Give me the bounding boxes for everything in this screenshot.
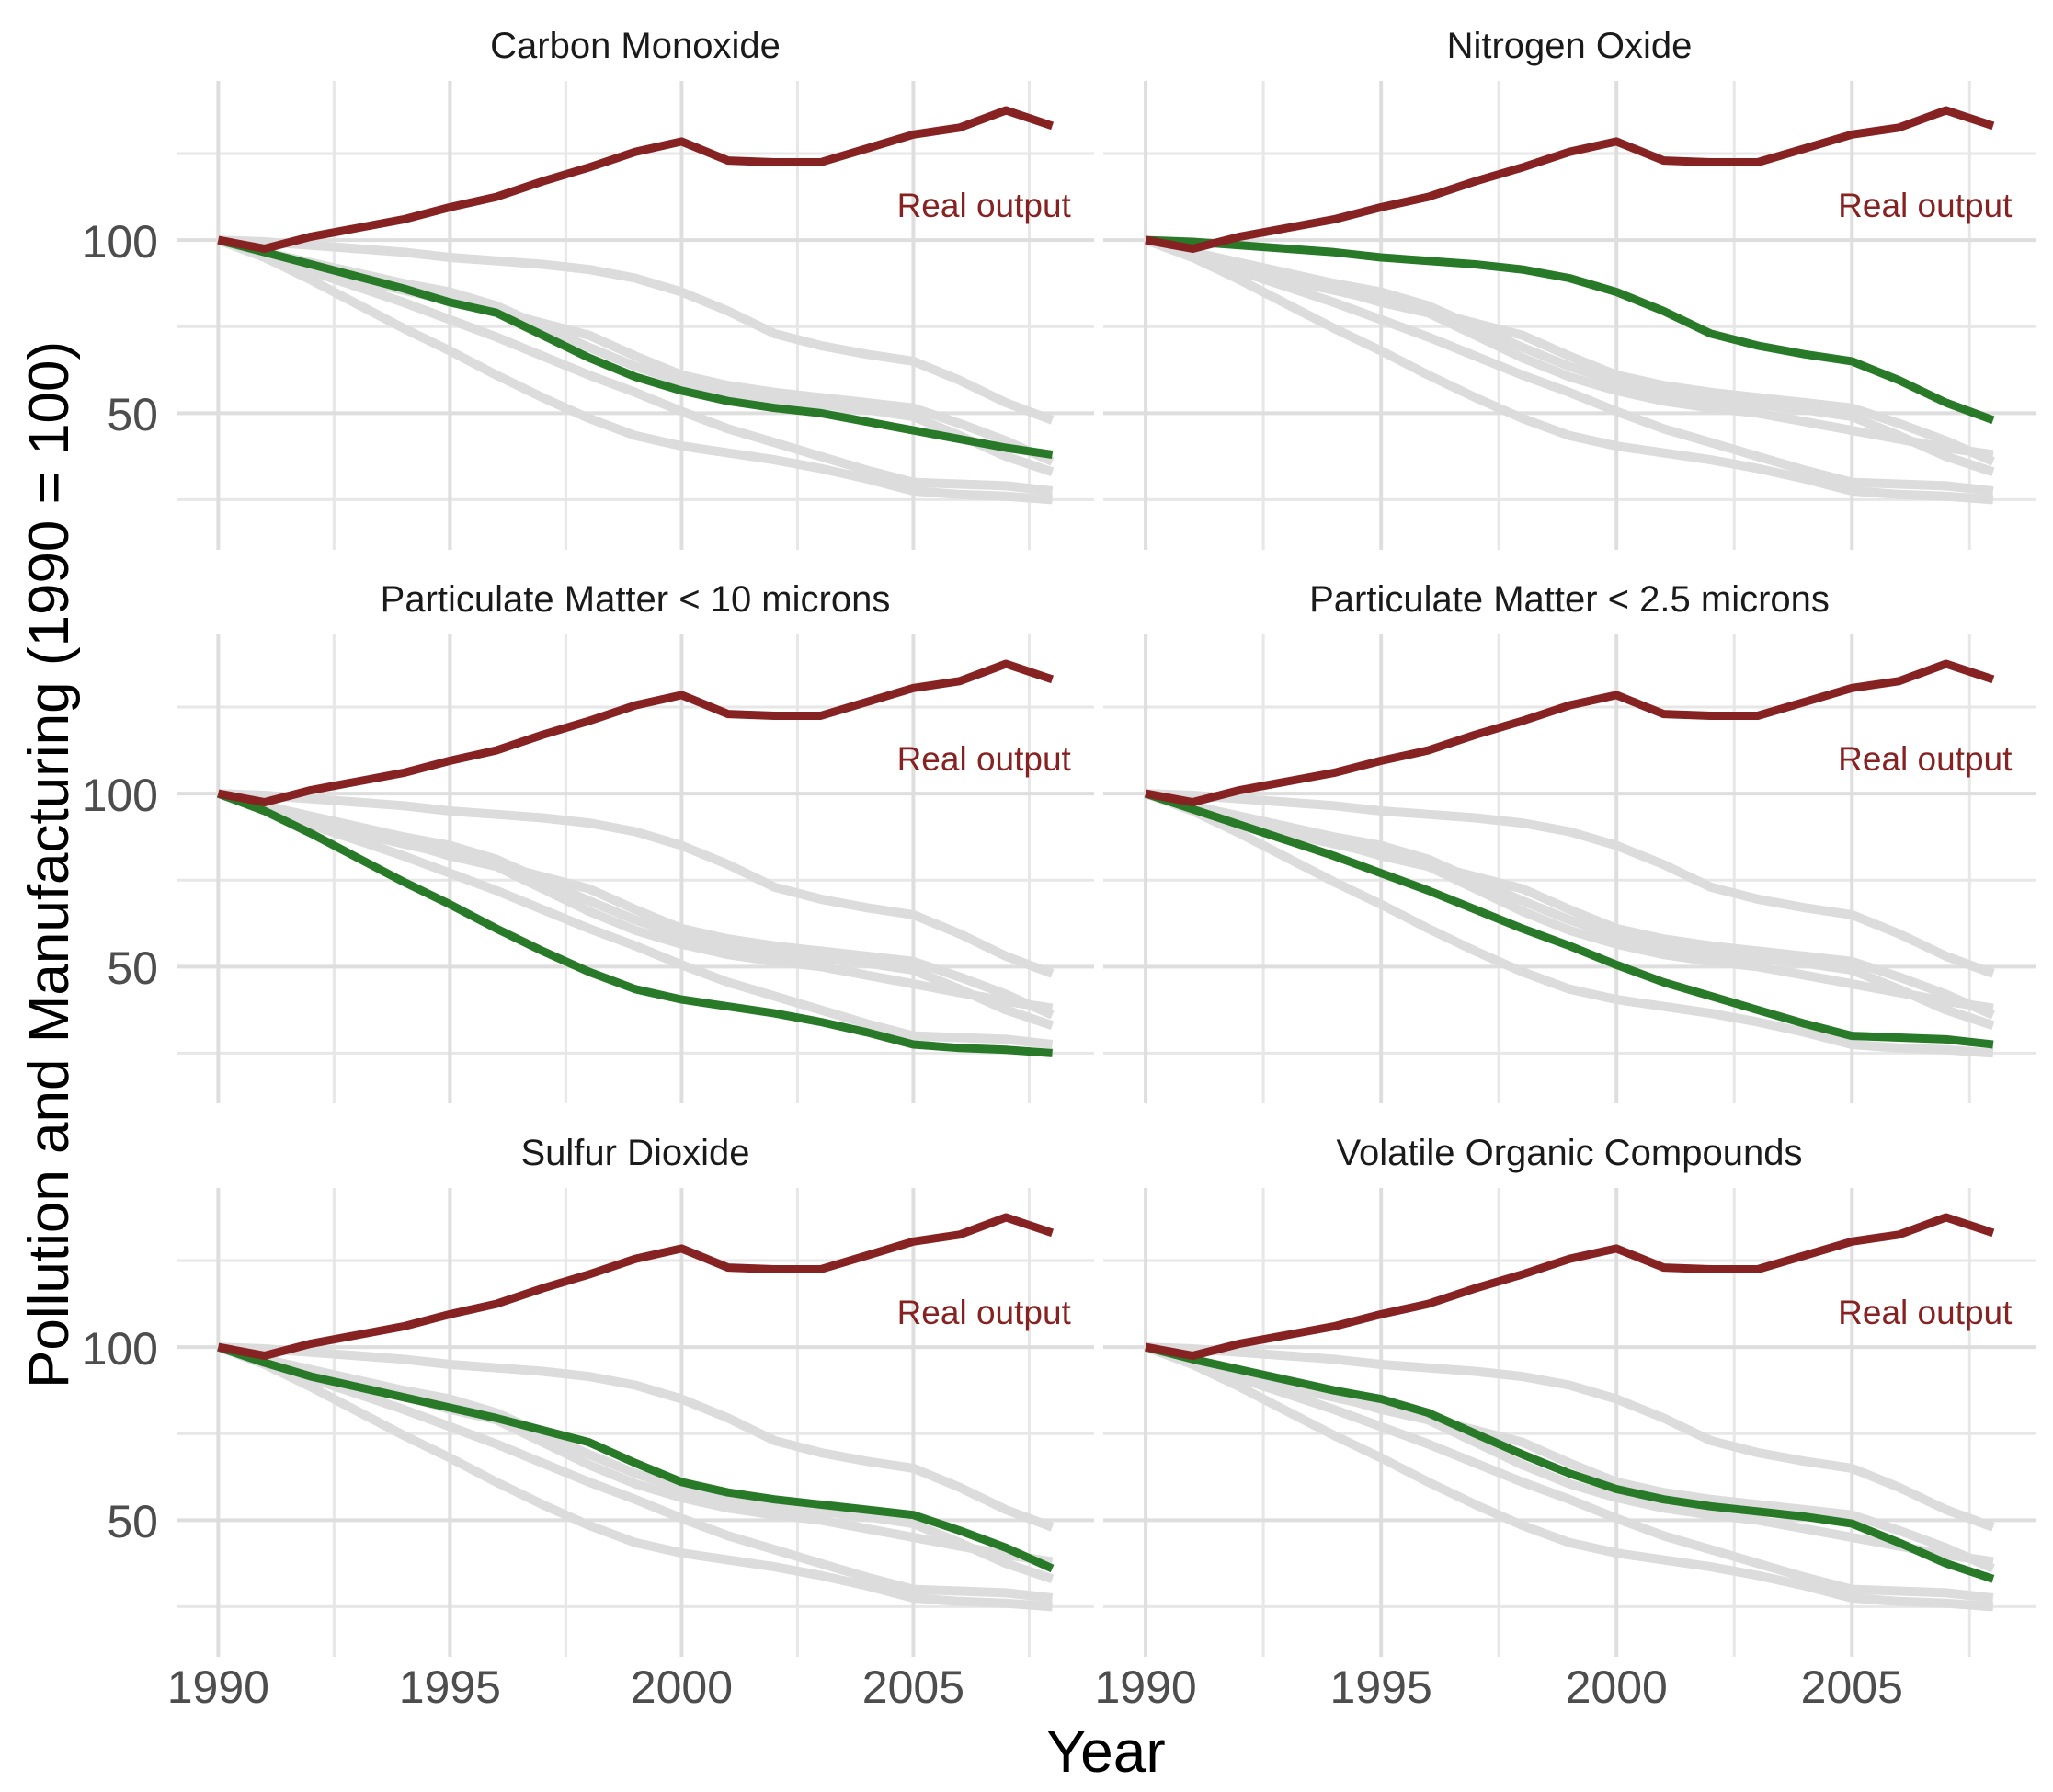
line-highlight-co (217, 235, 1054, 459)
line-other-co (1144, 235, 1994, 460)
x-tick-label: 1995 (398, 1661, 501, 1713)
x-tick-label: 2005 (1800, 1661, 1903, 1713)
line-other-pm25 (1144, 1342, 1994, 1603)
x-axis-label: Year (1046, 1718, 1166, 1785)
line-other-pm10 (216, 235, 1053, 505)
line-other-pm25 (1144, 235, 1994, 496)
y-tick-label: 50 (107, 942, 158, 995)
y-tick-label: 100 (81, 1323, 158, 1375)
facet-nox: Nitrogen Oxide Real output (1103, 26, 2036, 550)
facet-panel-svg (1103, 634, 2036, 1103)
facet-title: Particulate Matter < 10 microns (380, 579, 891, 620)
facet-panel-svg (177, 634, 1094, 1103)
line-other-pm10 (1144, 789, 1994, 1058)
real-output-label: Real output (1838, 740, 2013, 779)
line-real-output (217, 106, 1055, 253)
line-other-co (217, 789, 1054, 1013)
line-highlight-so2 (216, 1342, 1055, 1573)
facet-panel-svg (177, 81, 1094, 550)
y-tick-label: 50 (107, 1496, 158, 1548)
facet-so2: Sulfur Dioxide Real output (177, 1133, 1094, 1657)
x-tick-label: 2000 (1565, 1661, 1668, 1713)
line-other-pm25 (216, 235, 1054, 496)
facet-title: Particulate Matter < 2.5 microns (1309, 579, 1830, 620)
line-other-nox (218, 789, 1055, 978)
line-other-pm10 (216, 1342, 1053, 1612)
line-real-output (1145, 1213, 1995, 1360)
facet-panel-svg (1103, 81, 2036, 550)
facet-title: Carbon Monoxide (490, 26, 781, 66)
line-other-pm25 (216, 789, 1054, 1049)
facet-voc: Volatile Organic Compounds Real output (1103, 1133, 2036, 1657)
line-other-pm10 (1144, 1342, 1994, 1612)
line-highlight-voc (1144, 1342, 1995, 1583)
x-tick-label: 1990 (166, 1661, 269, 1713)
y-tick-label: 50 (107, 389, 158, 441)
line-other-nox (1145, 789, 1995, 978)
facet-title: Volatile Organic Compounds (1336, 1133, 1803, 1173)
line-other-nox (218, 235, 1055, 425)
line-other-pm25 (216, 1342, 1054, 1603)
facet-panel-svg (1103, 1188, 2036, 1657)
line-real-output (1145, 659, 1995, 806)
y-tick-label: 100 (81, 770, 158, 822)
line-highlight-nox (1145, 235, 1995, 425)
line-other-nox (218, 1342, 1055, 1532)
facet-pm10: Particulate Matter < 10 microns Real outp… (177, 579, 1094, 1103)
facet-pm25: Particulate Matter < 2.5 microns Real out… (1103, 579, 2036, 1103)
y-tick-label: 100 (81, 216, 158, 268)
x-tick-label: 1995 (1329, 1661, 1432, 1713)
line-highlight-pm10 (216, 789, 1053, 1057)
line-real-output (1145, 106, 1995, 253)
line-other-pm10 (1144, 235, 1994, 505)
line-highlight-pm25 (1144, 789, 1994, 1049)
facet-title: Nitrogen Oxide (1446, 26, 1693, 66)
x-tick-label: 2000 (630, 1661, 733, 1713)
real-output-label: Real output (896, 740, 1071, 779)
x-tick-label: 2005 (861, 1661, 965, 1713)
real-output-label: Real output (896, 1294, 1071, 1332)
line-other-nox (1145, 1342, 1995, 1532)
facet-title: Sulfur Dioxide (520, 1133, 750, 1173)
real-output-label: Real output (896, 187, 1071, 225)
real-output-label: Real output (1838, 187, 2013, 225)
facet-co: Carbon Monoxide Real output (177, 26, 1094, 550)
real-output-label: Real output (1838, 1294, 2013, 1332)
line-real-output (217, 659, 1055, 806)
line-real-output (217, 1213, 1055, 1360)
x-tick-label: 1990 (1094, 1661, 1197, 1713)
facet-panel-svg (177, 1188, 1094, 1657)
line-other-co (1144, 789, 1994, 1013)
